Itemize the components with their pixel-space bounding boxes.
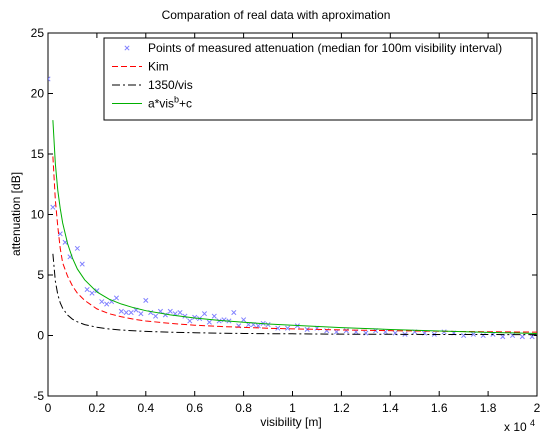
legend-label: a*visb+c [148,95,192,111]
scatter-point [333,329,340,335]
scatter-point [128,309,134,316]
scatter-point [153,313,159,319]
x-axis-label: visibility [m] [260,415,321,429]
scatter-point [167,308,173,314]
scatter-point [123,309,129,316]
y-tick-label: 5 [37,268,44,282]
scatter-point [500,334,506,340]
scatter-point [182,313,188,319]
x-tick-label: 0.8 [235,401,252,415]
scatter-point [79,261,85,267]
scatter-point [343,328,349,334]
scatter-point [519,334,525,340]
x-tick-label: 2 [534,401,541,415]
scatter-point [265,322,271,328]
x-tick-label: 1.8 [480,401,497,415]
legend-label-sup: b [174,95,179,105]
x-axis-exponent-base: x 10 [504,420,527,434]
scatter-point [89,290,95,296]
scatter-point [48,76,51,82]
scatter-point [255,323,261,329]
legend-label: Points of measured attenuation (median f… [148,41,502,55]
scatter-point [216,318,222,324]
scatter-point [192,314,198,320]
scatter-point [94,288,100,294]
scatter-point [113,295,120,301]
scatter-point [109,299,115,305]
scatter-point [231,309,237,316]
scatter-point [104,301,110,307]
scatter-point [74,245,80,251]
y-axis-label: attenuation [dB] [9,172,23,256]
x-tick-label: 1.6 [431,401,448,415]
y-tick-label: 20 [31,87,45,101]
scatter-point [461,332,467,339]
scatter-point [187,318,193,324]
scatter-point [275,325,281,331]
plot-series-group [48,76,537,340]
scatter-point [118,308,124,314]
scatter-point [509,332,516,339]
legend-box [103,37,533,121]
x-tick-label: 0.2 [89,401,106,415]
x-axis-exponent: x 10 4 [504,418,535,434]
legend-label: 1350/vis [148,78,193,92]
x-tick-label: 1.4 [382,401,399,415]
x-tick-label: 0.6 [186,401,203,415]
legend: Points of measured attenuation (median f… [103,37,533,121]
scatter-point [470,331,476,337]
scatter-point [99,299,105,305]
y-tick-label: 25 [31,26,45,40]
scatter-point [241,317,247,323]
y-tick-label: -5 [33,389,44,403]
y-tick-label: 0 [37,329,44,343]
x-tick-label: 0 [45,401,52,415]
x-tick-label: 0.4 [137,401,154,415]
scatter-point [285,325,291,331]
legend-label: Kim [148,60,169,74]
legend-label-tail: +c [179,97,192,111]
scatter-point [177,309,183,316]
scatter-point [441,329,447,335]
scatter-point [50,204,56,210]
scatter-point [480,332,486,339]
x-axis-exponent-power: 4 [530,418,535,428]
y-tick-label: 10 [31,208,45,222]
legend-label-main: a*vis [148,97,174,111]
x-tick-label: 1.2 [333,401,350,415]
legend-marker [124,45,130,51]
scatter-point [84,286,90,293]
scatter-point [529,334,535,340]
scatter-point [143,297,149,303]
scatter-point [206,319,212,325]
scatter-point [211,313,217,319]
x-tick-label: 1 [289,401,296,415]
scatter-point [138,311,144,317]
series-line-2 [52,253,537,336]
series-line-3 [52,120,537,334]
chart-title: Comparation of real data with aproximati… [162,8,391,22]
scatter-point [201,311,208,317]
y-tick-label: 15 [31,147,45,161]
